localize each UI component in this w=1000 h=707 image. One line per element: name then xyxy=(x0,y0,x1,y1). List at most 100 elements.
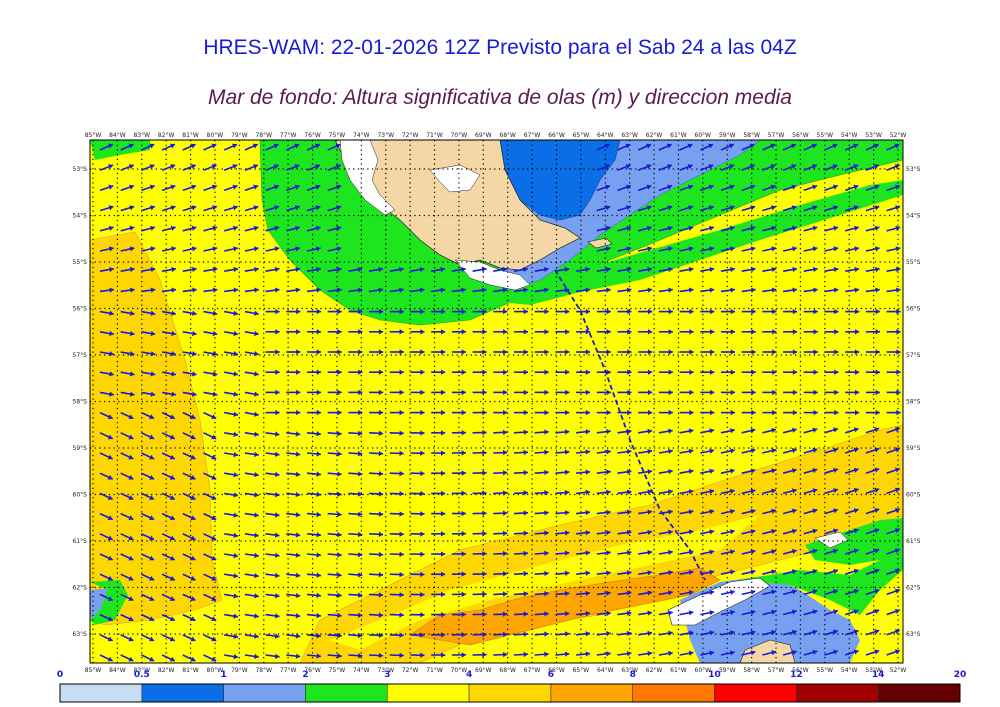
wave-arrow xyxy=(865,164,880,171)
wave-arrow xyxy=(203,330,218,337)
wave-arrow xyxy=(658,650,673,657)
latitude-labels-left: 53°S 54°S 55°S 56°S 57°S 58°S 59°S 60°S 61°S 62°S… xyxy=(73,166,88,638)
wave-arrow xyxy=(307,409,321,416)
wave-arrow xyxy=(762,205,777,212)
wave-arrow xyxy=(845,329,860,335)
wave-arrow xyxy=(224,310,239,316)
wave-arrow xyxy=(679,650,694,656)
wave-arrow xyxy=(741,143,755,151)
wave-arrow xyxy=(679,610,694,616)
wave-arrow xyxy=(182,573,196,581)
wave-arrow xyxy=(120,246,135,252)
wave-arrow xyxy=(141,573,155,581)
wave-arrow xyxy=(141,613,155,622)
wave-arrow xyxy=(845,409,860,416)
longitude-label: 58°W xyxy=(743,132,760,139)
wave-arrow xyxy=(617,651,632,657)
wave-arrow xyxy=(410,632,425,638)
wave-arrow xyxy=(865,184,880,192)
wave-arrow xyxy=(782,205,797,212)
wave-arrow xyxy=(286,471,301,477)
wave-arrow xyxy=(203,164,217,171)
wave-arrow xyxy=(99,452,114,460)
wave-arrow xyxy=(224,391,239,397)
wave-arrow xyxy=(224,451,239,458)
longitude-label: 79°W xyxy=(231,132,248,139)
wave-arrow xyxy=(824,528,839,535)
wave-arrow xyxy=(576,631,591,637)
colorbar-swatch xyxy=(59,683,143,703)
wave-arrow xyxy=(679,630,694,636)
wave-arrow xyxy=(844,508,859,515)
wave-arrow xyxy=(741,308,756,315)
wave-arrow xyxy=(865,143,880,151)
wave-arrow xyxy=(265,184,280,192)
wave-arrow xyxy=(741,164,756,171)
wave-arrow xyxy=(99,492,114,501)
wave-arrow xyxy=(472,530,487,537)
wave-arrow xyxy=(286,613,301,619)
wave-arrow xyxy=(493,287,508,293)
main-title: HRES-WAM: 22-01-2026 12Z Previsto para e… xyxy=(203,36,797,59)
longitude-label: 68°W xyxy=(499,667,516,674)
wave-arrow xyxy=(369,308,384,315)
wave-arrow xyxy=(451,329,466,335)
longitude-label: 52°W xyxy=(890,667,907,674)
longitude-label: 70°W xyxy=(451,132,468,139)
wave-arrow xyxy=(410,652,425,658)
wave-arrow xyxy=(161,391,177,397)
wave-arrow xyxy=(824,389,839,396)
wave-arrow xyxy=(327,612,342,619)
wave-arrow xyxy=(741,508,756,515)
wave-arrow xyxy=(886,225,901,232)
wave-arrow xyxy=(99,593,114,602)
wave-arrow xyxy=(886,349,901,355)
longitude-label: 82°W xyxy=(158,667,175,674)
wave-arrow xyxy=(493,266,508,273)
wave-arrow xyxy=(265,246,280,252)
wave-arrow xyxy=(803,349,818,355)
wave-arrow xyxy=(99,246,114,252)
wave-arrow xyxy=(182,472,196,480)
wave-arrow xyxy=(99,553,114,561)
wave-arrow xyxy=(120,654,134,662)
wave-arrow xyxy=(865,369,880,375)
wave-arrow xyxy=(534,469,549,476)
latitude-label: 61°S xyxy=(73,538,88,545)
wave-arrow xyxy=(120,287,135,293)
wave-arrow xyxy=(762,164,776,171)
wave-arrow xyxy=(576,369,591,375)
wave-arrow xyxy=(700,349,715,355)
wave-arrow xyxy=(782,287,798,293)
wave-arrow xyxy=(782,266,798,273)
wave-arrow xyxy=(534,611,549,617)
wave-arrow xyxy=(265,431,280,437)
wave-arrow xyxy=(431,611,446,618)
wave-arrow xyxy=(720,529,735,535)
wave-arrow xyxy=(679,468,694,475)
wave-arrow xyxy=(327,531,342,538)
wave-arrow xyxy=(265,369,280,375)
wave-arrow xyxy=(472,591,487,597)
wave-arrow xyxy=(803,427,818,434)
wave-arrow xyxy=(638,329,653,335)
sea-green-band-south xyxy=(460,180,903,305)
wave-arrow xyxy=(803,369,818,375)
wave-arrow xyxy=(741,329,756,335)
wave-arrow xyxy=(824,369,839,375)
wave-arrow xyxy=(410,551,425,557)
wave-arrow xyxy=(741,629,756,636)
wave-arrow xyxy=(762,508,777,515)
wave-arrow xyxy=(596,225,611,232)
wave-arrow xyxy=(120,452,134,460)
wave-arrow xyxy=(99,573,114,581)
wave-arrow xyxy=(327,246,342,252)
wave-arrow xyxy=(720,246,735,252)
wave-arrow xyxy=(161,310,177,316)
wave-arrow xyxy=(286,409,301,416)
wave-arrow xyxy=(679,489,694,495)
wave-arrow xyxy=(658,287,673,293)
wave-arrow xyxy=(307,369,321,375)
wave-arrow xyxy=(700,287,715,293)
wave-arrow xyxy=(244,225,259,232)
